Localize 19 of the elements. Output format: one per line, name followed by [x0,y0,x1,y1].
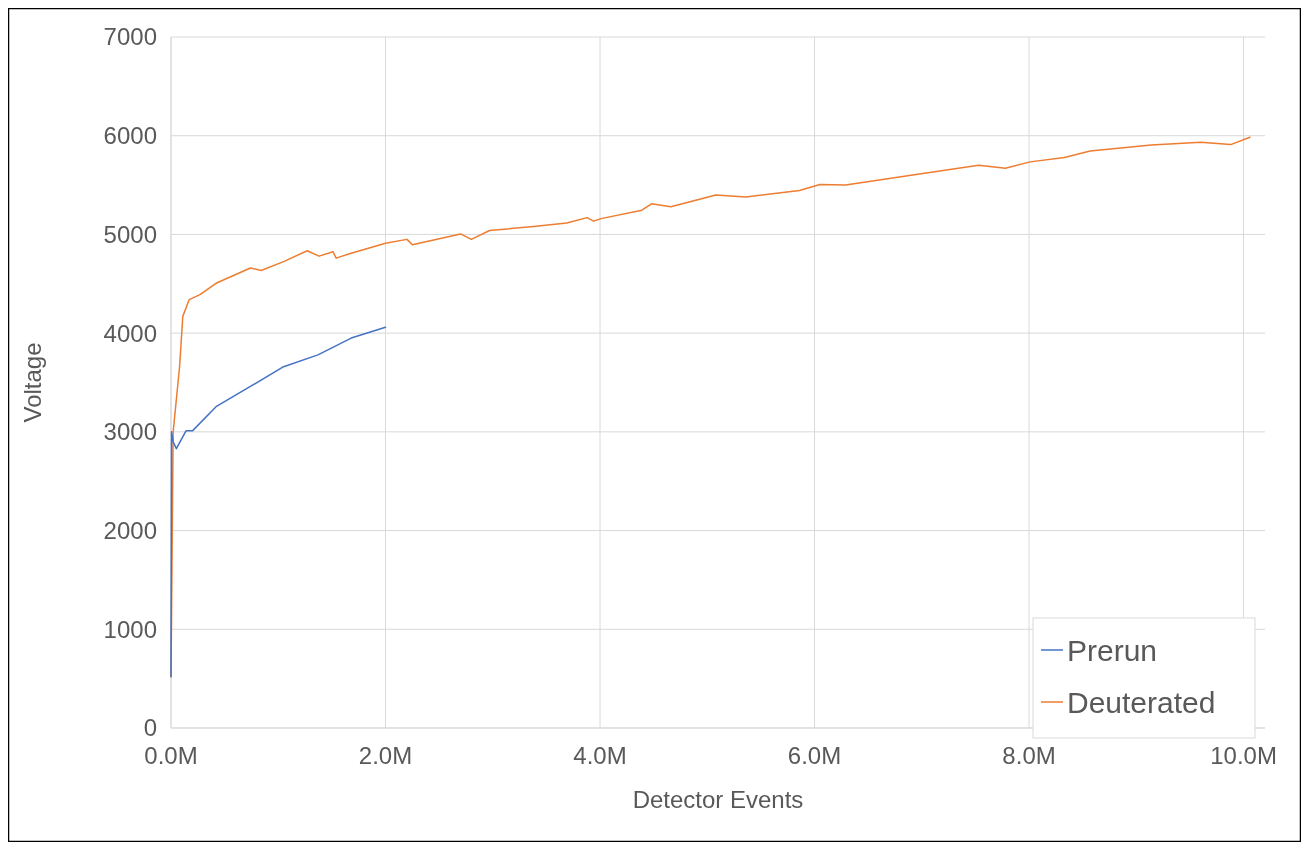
legend-label: Deuterated [1067,685,1216,719]
y-tick-label: 2000 [103,516,157,544]
y-tick-label: 4000 [103,319,157,347]
x-tick-label: 10.0M [1210,742,1277,769]
y-tick-label: 5000 [103,220,157,248]
y-tick-label: 7000 [103,23,157,51]
y-tick-label: 3000 [103,418,157,446]
y-axis-title: Voltage [19,342,46,423]
y-tick-label: 6000 [103,122,157,150]
x-tick-label: 4.0M [573,742,627,769]
x-tick-label: 8.0M [1002,742,1056,769]
x-tick-label: 6.0M [787,742,842,769]
legend-label: Prerun [1067,633,1158,667]
y-tick-label: 0 [143,714,157,742]
y-tick-label: 1000 [103,615,157,643]
x-tick-label: 0.0M [144,742,198,769]
x-tick-label: 2.0M [358,742,413,769]
x-axis-title: Detector Events [632,786,804,813]
line-series [170,326,387,678]
